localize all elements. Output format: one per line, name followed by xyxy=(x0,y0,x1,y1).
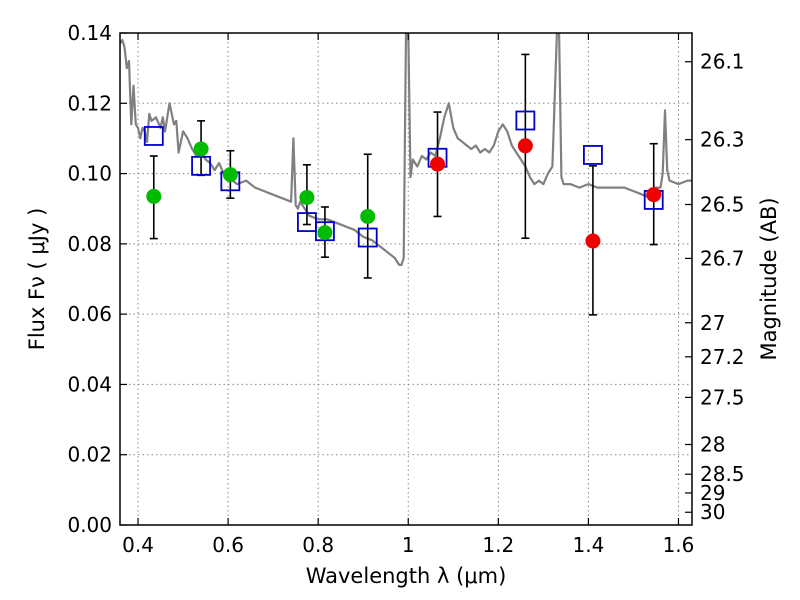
model-spectrum-line xyxy=(120,33,692,266)
y-axis-label: Flux Fν ( μJy ) xyxy=(25,208,49,351)
y-tick-label: 0.00 xyxy=(67,513,112,537)
y-tick-label: 0.04 xyxy=(67,372,112,396)
right-tick-label: 26.3 xyxy=(700,128,745,152)
green-point xyxy=(146,188,162,204)
blue-square-point xyxy=(191,155,211,176)
green-point xyxy=(299,189,315,205)
right-axis-label: Magnitude (AB) xyxy=(757,197,781,360)
right-tick-label: 26.5 xyxy=(700,192,745,216)
y-tick-label: 0.02 xyxy=(67,443,112,467)
y-tick-label: 0.10 xyxy=(67,162,112,186)
right-tick-label: 28 xyxy=(700,432,725,456)
right-tick-label: 27.5 xyxy=(700,385,745,409)
blue-square-point xyxy=(583,145,603,165)
y-tick-label: 0.12 xyxy=(67,91,112,115)
green-point xyxy=(193,141,209,157)
green-point xyxy=(222,167,238,183)
red-point xyxy=(430,156,446,172)
x-axis-label: Wavelength λ (μm) xyxy=(306,564,507,588)
red-point xyxy=(517,138,533,154)
plot-frame xyxy=(119,32,693,526)
x-tick-label: 0.8 xyxy=(302,533,334,557)
blue-square-point xyxy=(357,227,378,248)
right-tick-label: 30 xyxy=(700,500,725,524)
right-tick-label: 27 xyxy=(700,311,725,335)
x-tick-label: 1.2 xyxy=(482,533,514,557)
right-tick-label: 26.1 xyxy=(700,50,745,74)
green-point xyxy=(360,208,376,224)
x-tick-label: 0.4 xyxy=(122,533,154,557)
right-tick-label: 26.7 xyxy=(700,246,745,270)
x-tick-label: 1.4 xyxy=(573,533,605,557)
blue-square-point xyxy=(143,126,164,146)
red-point xyxy=(646,187,662,203)
x-tick-label: 1 xyxy=(402,533,415,557)
x-tick-label: 1.6 xyxy=(663,533,695,557)
y-tick-label: 0.14 xyxy=(67,21,112,45)
right-tick-label: 27.2 xyxy=(700,345,745,369)
x-tick-label: 0.6 xyxy=(212,533,244,557)
red-point xyxy=(585,233,601,249)
right-tick-label: 29 xyxy=(700,481,725,505)
y-tick-label: 0.08 xyxy=(67,232,112,256)
right-tick-label: 28.5 xyxy=(700,462,745,486)
green-point xyxy=(317,225,333,241)
y-tick-label: 0.06 xyxy=(67,302,112,326)
blue-square-point xyxy=(515,110,536,131)
blue-square-point xyxy=(315,221,335,242)
